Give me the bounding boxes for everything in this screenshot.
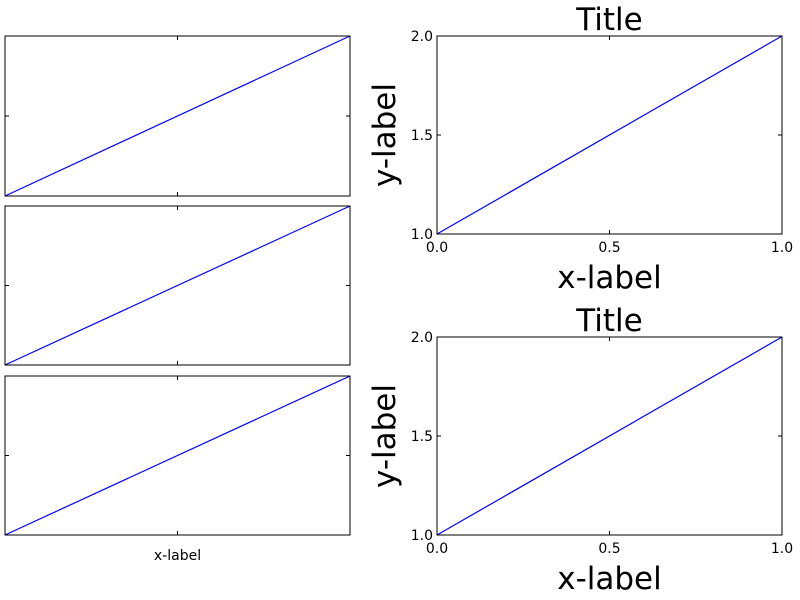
x-axis-label: x-label [557,561,662,597]
x-tick-label: 0.5 [598,541,620,557]
series-line [4,35,351,197]
subplot-5: 0.0 0.5 1.0 1.0 1.5 2.0 Title x-label y-label [367,303,793,597]
y-axis-label: y-label [367,83,403,187]
series-line [4,375,351,536]
axes-frame [436,336,783,536]
axes-frame [436,35,783,235]
x-axis-label: x-label [557,260,662,296]
y-tick-label: 1.5 [411,128,433,144]
y-axis-label: y-label [367,384,403,488]
chart-title: Title [575,2,642,38]
y-tick-label: 1.5 [411,429,433,445]
subplot-4: 0.0 0.5 1.0 1.0 1.5 2.0 Title x-label y-label [367,2,793,296]
x-tick-label: 0.5 [598,240,620,256]
chart-title: Title [575,303,642,339]
x-tick-label: 1.0 [771,240,793,256]
subplot-2 [4,205,351,366]
y-tick-label: 2.0 [411,330,433,346]
subplot-1 [4,35,351,197]
y-tick-label: 1.0 [411,227,433,243]
series-line [436,336,783,536]
x-tick-label: 0.0 [426,541,448,557]
x-tick-label: 1.0 [771,541,793,557]
subplot-3: x-label [4,375,351,564]
axes-frame [4,35,351,197]
y-tick-label: 2.0 [411,29,433,45]
series-line [4,205,351,366]
series-line [436,35,783,235]
y-tick-label: 1.0 [411,528,433,544]
x-tick-label: 0.0 [426,240,448,256]
axes-frame [4,375,351,536]
axes-frame [4,205,351,366]
x-axis-label: x-label [154,548,201,564]
